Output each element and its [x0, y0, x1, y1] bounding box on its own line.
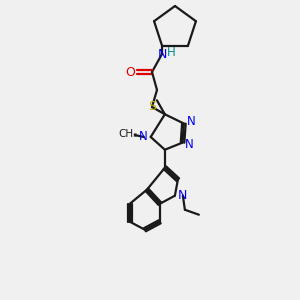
Text: N: N [185, 138, 194, 151]
Text: N: N [139, 130, 148, 143]
Text: CH₃: CH₃ [118, 129, 137, 139]
Text: N: N [178, 189, 188, 202]
Text: N: N [187, 115, 195, 128]
Text: O: O [125, 65, 135, 79]
Text: H: H [167, 46, 176, 59]
Text: S: S [148, 100, 156, 113]
Text: N: N [157, 47, 167, 61]
